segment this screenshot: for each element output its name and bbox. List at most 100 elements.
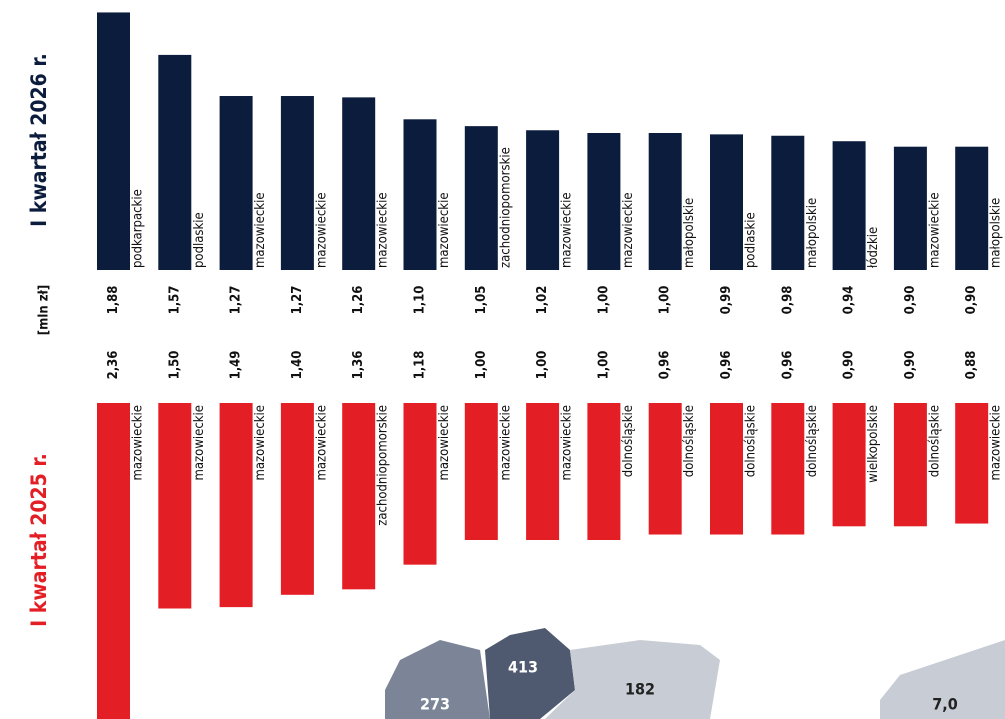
category-label: mazowieckie bbox=[314, 192, 329, 268]
bar bbox=[526, 403, 560, 540]
bar bbox=[832, 141, 866, 270]
bar bbox=[219, 403, 253, 608]
category-label: dolnośląskie bbox=[621, 405, 636, 477]
map-region bbox=[545, 640, 720, 719]
bar bbox=[648, 133, 682, 270]
value-label: 2,36 bbox=[106, 351, 121, 380]
category-label: mazowieckie bbox=[437, 405, 452, 481]
value-label: 1,00 bbox=[474, 351, 489, 380]
category-label: mazowieckie bbox=[927, 192, 942, 268]
value-label: 0,88 bbox=[964, 351, 979, 380]
unit-label: [mln zł] bbox=[37, 285, 52, 335]
bar bbox=[464, 126, 498, 271]
category-label: małopolskie bbox=[805, 198, 820, 268]
category-label: małopolskie bbox=[682, 198, 697, 268]
category-label: łódzkie bbox=[866, 227, 881, 268]
category-label: zachodniopomorskie bbox=[498, 147, 513, 268]
bar bbox=[955, 403, 989, 524]
bar bbox=[158, 403, 192, 609]
bar bbox=[464, 403, 498, 540]
value-label: 1,00 bbox=[596, 351, 611, 380]
bar bbox=[587, 133, 621, 270]
category-label: mazowieckie bbox=[621, 192, 636, 268]
map-region bbox=[485, 628, 575, 719]
value-label: 1,27 bbox=[290, 286, 305, 315]
bar bbox=[280, 96, 314, 270]
bar bbox=[955, 146, 989, 270]
category-label: mazowieckie bbox=[498, 405, 513, 481]
category-label: mazowieckie bbox=[131, 405, 146, 481]
series-title: I kwartał 2026 r. bbox=[27, 53, 51, 227]
category-label: mazowieckie bbox=[253, 405, 268, 481]
bar bbox=[710, 403, 743, 535]
bar bbox=[771, 403, 805, 535]
value-label: 1,49 bbox=[229, 351, 244, 380]
value-label: 1,05 bbox=[474, 286, 489, 315]
bar bbox=[710, 134, 743, 270]
value-label: 0,96 bbox=[658, 351, 673, 380]
category-label: podlaskie bbox=[744, 212, 759, 268]
value-label: 0,96 bbox=[780, 351, 795, 380]
map-label: 7,0 bbox=[932, 695, 958, 714]
category-label: mazowieckie bbox=[437, 192, 452, 268]
category-label: mazowieckie bbox=[989, 405, 1004, 481]
value-label: 1,10 bbox=[413, 286, 428, 315]
value-label: 1,27 bbox=[229, 286, 244, 315]
bar bbox=[280, 403, 314, 595]
value-label: 1,00 bbox=[658, 286, 673, 315]
value-label: 0,90 bbox=[903, 286, 918, 315]
bar bbox=[893, 146, 927, 270]
category-label: mazowieckie bbox=[376, 192, 391, 268]
bar bbox=[342, 97, 376, 270]
category-label: zachodniopomorskie bbox=[376, 405, 391, 526]
bar bbox=[97, 403, 130, 719]
map: 413 273 182 7,0 bbox=[385, 628, 1005, 719]
bar bbox=[158, 54, 192, 270]
category-label: mazowieckie bbox=[560, 405, 575, 481]
bar bbox=[648, 403, 682, 535]
bar bbox=[893, 403, 927, 527]
category-label: mazowieckie bbox=[560, 192, 575, 268]
value-label: 1,40 bbox=[290, 351, 305, 380]
value-label: 0,90 bbox=[842, 351, 857, 380]
category-label: mazowieckie bbox=[192, 405, 207, 481]
value-label: 1,88 bbox=[106, 286, 121, 315]
category-label: mazowieckie bbox=[314, 405, 329, 481]
value-label: 1,18 bbox=[413, 351, 428, 380]
bar bbox=[403, 403, 437, 565]
category-label: wielkopolskie bbox=[866, 405, 881, 483]
bar bbox=[832, 403, 866, 527]
bar bbox=[403, 119, 437, 270]
value-label: 1,26 bbox=[351, 286, 366, 315]
category-label: dolnośląskie bbox=[805, 405, 820, 477]
map-label: 182 bbox=[625, 680, 655, 699]
value-label: 1,36 bbox=[351, 351, 366, 380]
value-label: 1,50 bbox=[167, 351, 182, 380]
category-label: małopolskie bbox=[989, 198, 1004, 268]
category-label: podlaskie bbox=[192, 212, 207, 268]
bar bbox=[342, 403, 376, 590]
value-label: 0,90 bbox=[903, 351, 918, 380]
map-label: 273 bbox=[420, 695, 450, 714]
bar bbox=[771, 135, 805, 270]
bar bbox=[219, 96, 253, 270]
value-label: 1,00 bbox=[596, 286, 611, 315]
series-title: I kwartał 2025 r. bbox=[27, 453, 51, 627]
map-region bbox=[880, 640, 1005, 719]
bar bbox=[97, 12, 130, 270]
category-label: dolnośląskie bbox=[744, 405, 759, 477]
category-label: dolnośląskie bbox=[927, 405, 942, 477]
value-label: 0,96 bbox=[719, 351, 734, 380]
value-label: 1,02 bbox=[535, 286, 550, 315]
value-label: 1,57 bbox=[167, 286, 182, 315]
bar bbox=[587, 403, 621, 540]
category-label: mazowieckie bbox=[253, 192, 268, 268]
bar bbox=[526, 130, 560, 270]
value-label: 1,00 bbox=[535, 351, 550, 380]
category-label: dolnośląskie bbox=[682, 405, 697, 477]
map-region bbox=[385, 640, 490, 719]
value-label: 0,94 bbox=[842, 286, 857, 315]
value-label: 0,99 bbox=[719, 286, 734, 315]
value-label: 0,98 bbox=[780, 286, 795, 315]
